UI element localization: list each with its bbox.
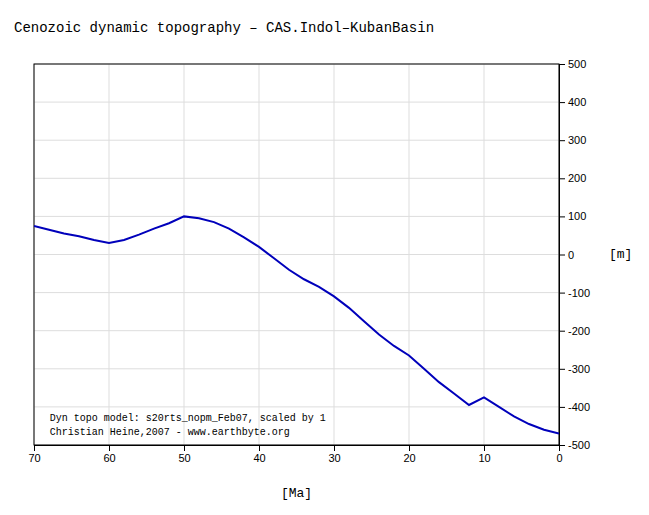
y-tick: 0 [559,249,574,261]
y-tick: -100 [559,287,590,299]
x-tick-mark [34,445,35,451]
y-tick-label: 100 [568,210,586,222]
y-tick-mark [559,293,565,294]
y-tick-label: -100 [568,287,590,299]
y-grid-line [34,216,559,217]
x-tick-label: 30 [328,452,340,464]
y-tick-label: 0 [568,249,574,261]
y-tick-mark [559,64,565,65]
x-tick-label: 70 [28,452,40,464]
y-tick: 100 [559,210,586,222]
y-tick-mark [559,445,565,446]
y-grid-line [34,406,559,407]
grid [34,64,559,445]
x-tick-label: 0 [556,452,562,464]
plot-frame [34,64,559,445]
y-tick-mark [559,140,565,141]
y-tick-mark [559,178,565,179]
y-grid-line [34,330,559,331]
y-tick-label: 400 [568,96,586,108]
x-tick-mark [184,445,185,451]
y-grid-line [34,254,559,255]
x-tick: 20 [403,445,415,464]
x-tick-mark [334,445,335,451]
y-axis-label: [m] [609,247,632,262]
y-tick-mark [559,331,565,332]
chart-title: Cenozoic dynamic topography – CAS.Indol–… [14,20,434,36]
x-axis: 70 60 50 40 30 20 10 0 [28,445,562,464]
y-grid-line [34,140,559,141]
x-tick-mark [109,445,110,451]
y-axis: -500 -400 -300 -200 -100 0 100 200 300 400 500 [559,58,590,451]
x-axis-label: [Ma] [281,486,312,501]
x-tick: 60 [103,445,115,464]
y-tick: 500 [559,58,586,70]
annotation: Dyn topo model: s20rts_nopm_Feb07, scale… [50,413,326,424]
data-line [34,216,559,433]
x-tick: 0 [556,445,562,464]
y-axis-line [560,65,566,446]
y-tick-mark [559,216,565,217]
y-tick-mark [559,255,565,256]
y-tick-label: -400 [568,401,590,413]
annotations: Dyn topo model: s20rts_nopm_Feb07, scale… [50,413,326,438]
y-tick-label: -500 [568,439,590,451]
x-tick-mark [409,445,410,451]
y-tick-label: -200 [568,325,590,337]
y-grid-line [34,368,559,369]
x-tick: 40 [253,445,265,464]
x-tick-mark [484,445,485,451]
x-axis-line [35,446,560,452]
chart-svg: 706050403020100-500-400-300-200-10001002… [0,0,649,515]
y-tick-mark [559,407,565,408]
x-tick-label: 20 [403,452,415,464]
plot-area: 706050403020100-500-400-300-200-10001002… [28,58,590,464]
y-tick-mark [559,369,565,370]
y-tick-mark [559,102,565,103]
y-tick: -500 [559,439,590,451]
x-tick-label: 10 [478,452,490,464]
y-tick-label: 300 [568,134,586,146]
y-grid-line [34,178,559,179]
x-tick: 30 [328,445,340,464]
y-grid-line [34,102,559,103]
y-tick-label: 200 [568,172,586,184]
marks [34,216,559,433]
y-tick: 200 [559,172,586,184]
y-tick-label: 500 [568,58,586,70]
x-tick-label: 40 [253,452,265,464]
y-tick: -300 [559,363,590,375]
y-grid-line [34,292,559,293]
y-tick: 300 [559,134,586,146]
x-tick-label: 50 [178,452,190,464]
x-tick-mark [259,445,260,451]
x-tick-label: 60 [103,452,115,464]
annotation: Christian Heine,2007 - www.earthbyte.org [50,427,290,438]
x-tick: 10 [478,445,490,464]
y-tick: 400 [559,96,586,108]
x-tick: 50 [178,445,190,464]
y-tick-label: -300 [568,363,590,375]
y-tick: -200 [559,325,590,337]
y-tick: -400 [559,401,590,413]
x-tick: 70 [28,445,40,464]
